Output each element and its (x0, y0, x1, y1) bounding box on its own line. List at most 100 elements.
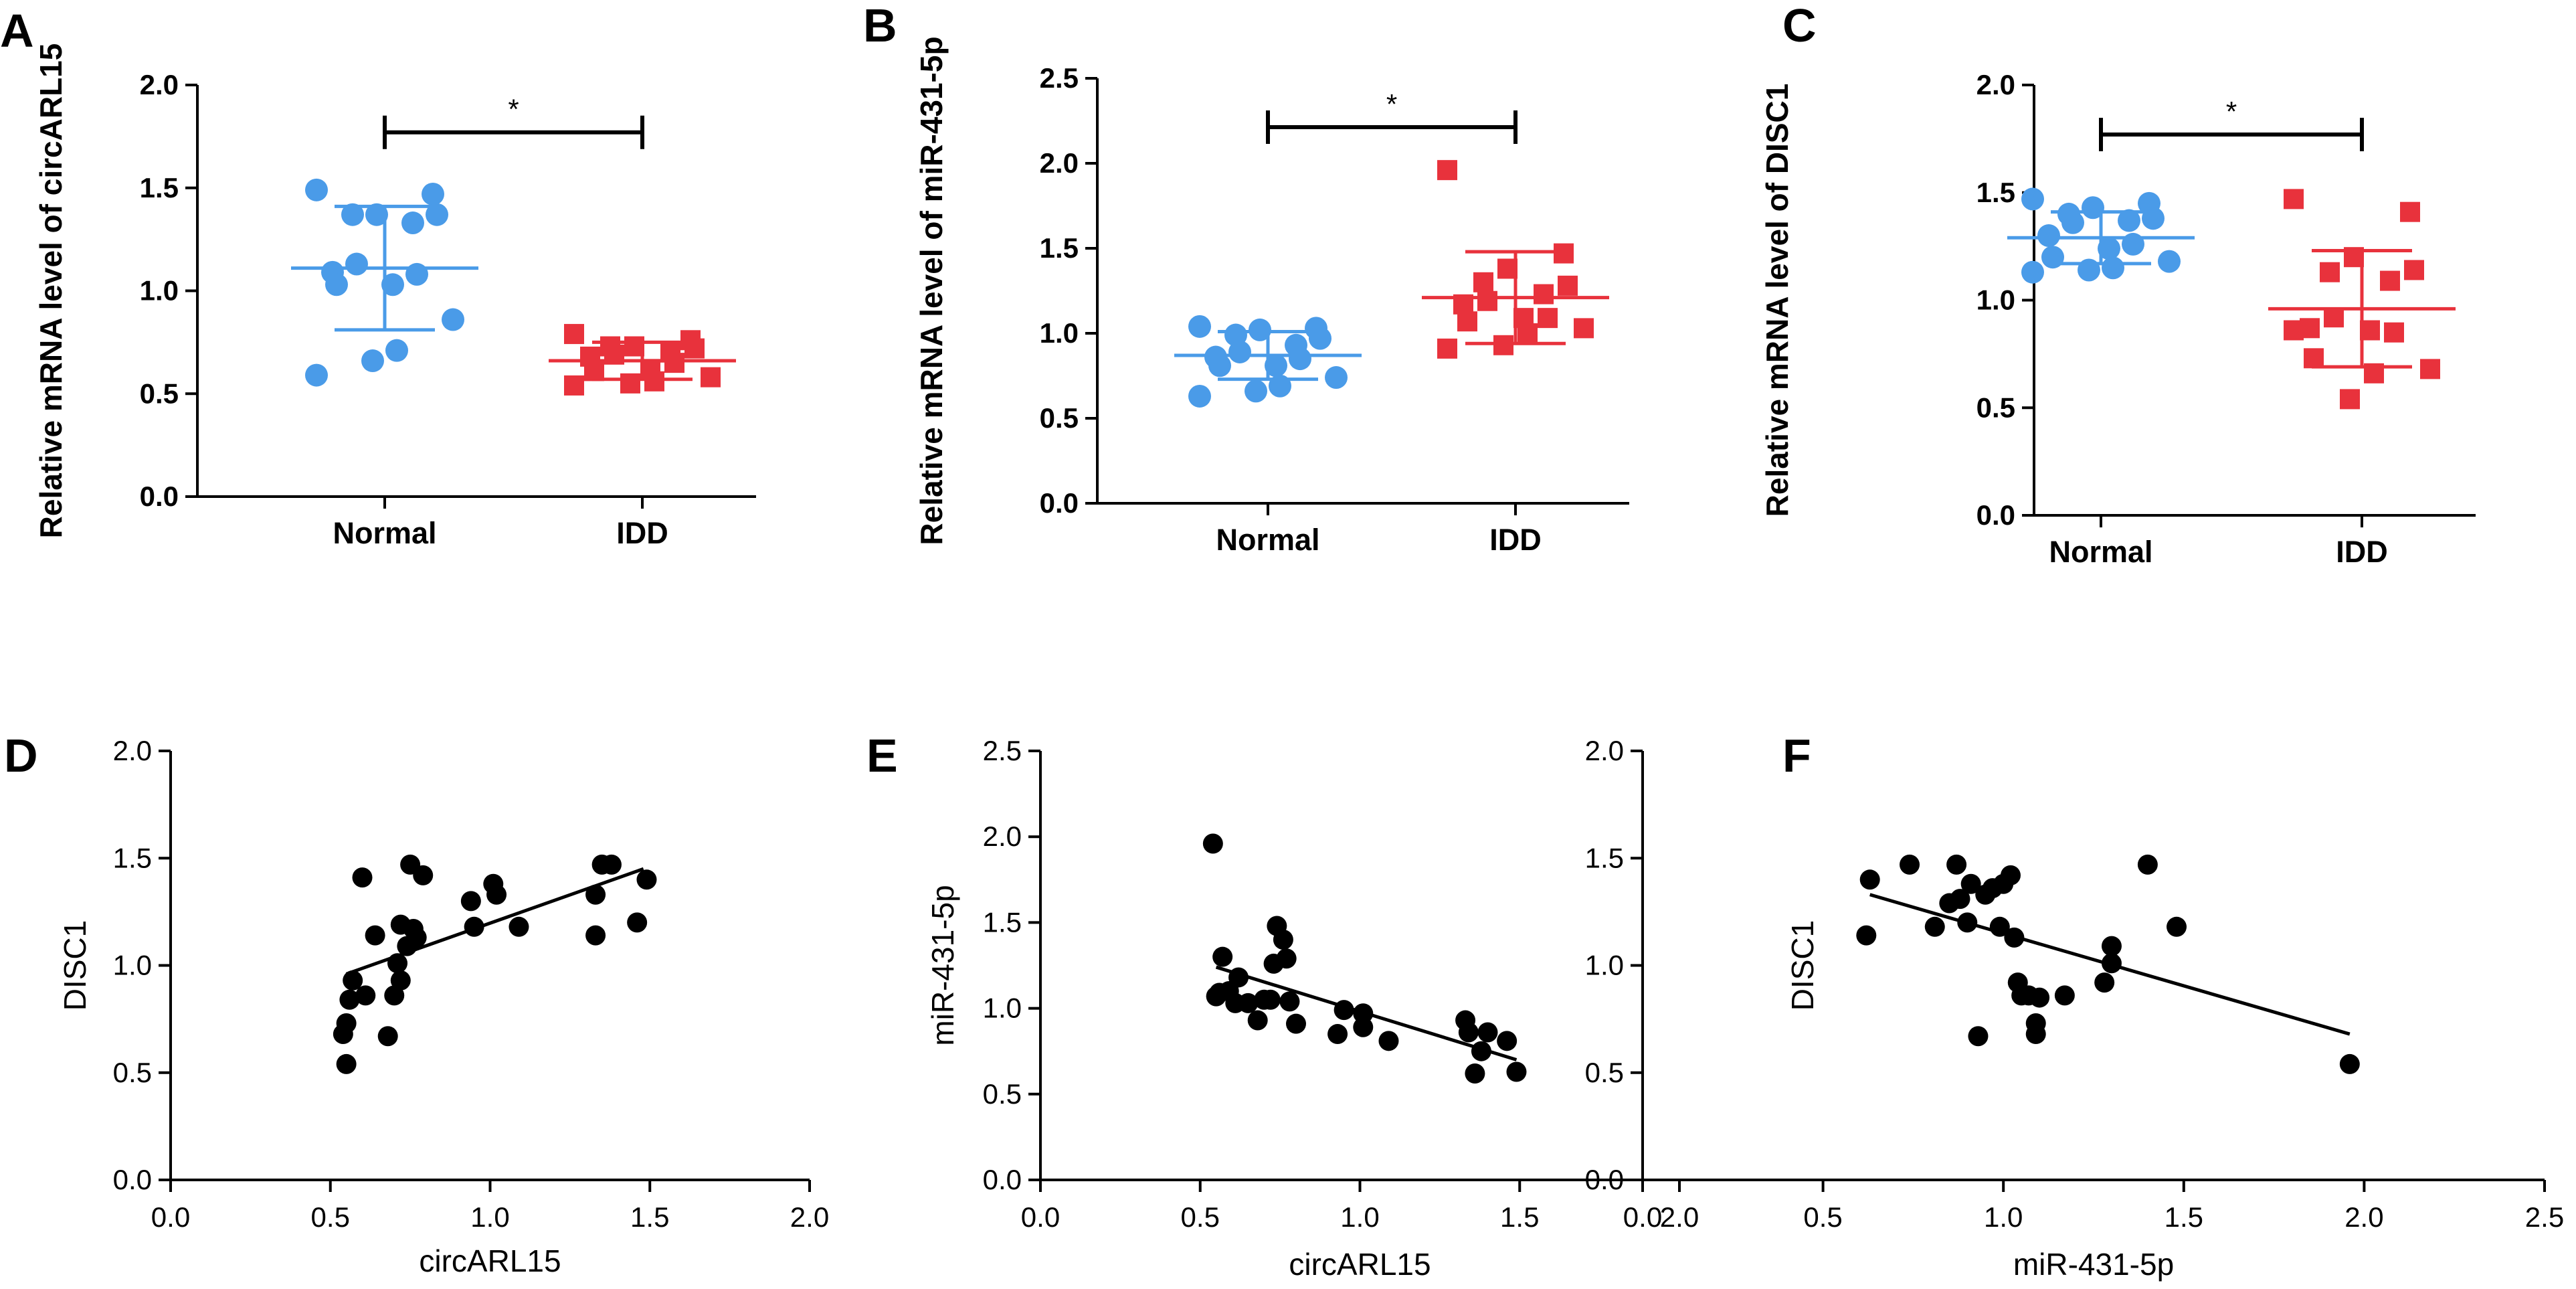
data-point (1224, 323, 1247, 347)
data-point (1289, 347, 1311, 371)
data-point (2339, 1053, 2360, 1074)
data-point (1238, 993, 1259, 1013)
data-point (1900, 854, 1920, 875)
x-tick-label: 0.0 (151, 1201, 190, 1233)
y-tick-label: 1.5 (140, 172, 179, 203)
data-point (1286, 1013, 1306, 1034)
data-point (2167, 916, 2187, 937)
data-point (345, 252, 368, 276)
data-point (1477, 290, 1497, 311)
y-tick-label: 1.0 (140, 275, 179, 307)
series-idd (2268, 189, 2456, 410)
data-point (1493, 335, 1513, 355)
x-category-label: Normal (2049, 535, 2152, 569)
data-point (387, 953, 408, 974)
x-tick-label: 0.0 (1623, 1201, 1662, 1233)
data-point (1212, 946, 1233, 967)
data-point (339, 989, 360, 1010)
panel-letter: B (863, 0, 897, 52)
panel-letter: A (0, 5, 34, 57)
y-tick-label: 2.5 (1040, 62, 1079, 94)
data-point (325, 273, 348, 296)
panel-letter: C (1782, 0, 1817, 52)
y-tick-label: 0.5 (1976, 392, 2015, 423)
y-tick-label: 2.0 (1976, 69, 2015, 100)
data-point (1202, 833, 1223, 854)
data-point (1188, 315, 1211, 338)
y-tick-label: 0.0 (1976, 499, 2015, 531)
data-point (1471, 1041, 1491, 1061)
data-point (585, 925, 606, 946)
y-tick-label: 1.5 (1040, 232, 1079, 264)
x-tick-label: 0.5 (311, 1201, 350, 1233)
y-tick-label: 0.5 (1040, 402, 1079, 434)
data-point (1260, 989, 1281, 1010)
data-point (2102, 256, 2124, 280)
y-tick-label: 2.0 (140, 69, 179, 100)
data-point (1276, 948, 1297, 969)
data-point (405, 262, 428, 286)
significance-star: * (2226, 96, 2237, 127)
data-point (336, 1053, 357, 1074)
x-tick-label: 1.0 (470, 1201, 509, 1233)
data-point (365, 925, 385, 946)
data-point (564, 324, 584, 345)
data-point (341, 203, 364, 226)
data-point (1378, 1031, 1399, 1051)
data-point (2000, 865, 2021, 885)
data-point (2400, 201, 2420, 222)
y-tick-label: 0.5 (113, 1057, 152, 1088)
data-point (343, 970, 363, 991)
data-point (1325, 366, 1348, 390)
data-point (585, 884, 606, 905)
x-axis-label: circARL15 (1289, 1247, 1431, 1282)
data-point (422, 182, 444, 205)
x-tick-label: 1.0 (1984, 1201, 2023, 1233)
data-point (305, 363, 328, 387)
y-tick-label: 1.0 (1976, 284, 2015, 316)
panel-e: E 0.0 0.5 1.0 1.5 2.0 2.5 miR-431-5p 0.0 0.5 1.0 1.… (866, 729, 1699, 1282)
data-point (352, 867, 373, 888)
data-point (1989, 916, 2010, 937)
data-point (1465, 1063, 1485, 1084)
y-tick-label: 2.5 (983, 735, 1022, 766)
data-point (509, 916, 529, 937)
x-tick-label: 2.0 (2344, 1201, 2383, 1233)
data-point (1353, 1003, 1374, 1024)
data-point (701, 367, 721, 388)
data-point (1856, 925, 1877, 946)
data-point (1333, 1000, 1354, 1021)
data-point (2340, 389, 2360, 410)
data-point (1327, 1024, 1348, 1045)
data-point (2004, 927, 2025, 948)
data-point (381, 273, 404, 296)
y-tick-label: 2.0 (983, 821, 1022, 852)
y-axis-label: Relative mRNA level of miR-431-5p (914, 36, 949, 545)
y-tick-label: 0.5 (1585, 1057, 1624, 1088)
data-point (620, 373, 640, 394)
points (1202, 833, 1527, 1084)
y-tick-label: 0.0 (113, 1164, 152, 1195)
data-point (1950, 889, 1970, 910)
data-point (1957, 912, 1978, 933)
series-idd (1422, 160, 1609, 359)
data-point (486, 884, 507, 905)
y-tick-label: 0.5 (983, 1078, 1022, 1110)
y-tick-label: 0.0 (140, 481, 179, 512)
data-point (2284, 189, 2304, 209)
data-point (385, 339, 408, 362)
data-point (1457, 311, 1477, 332)
data-point (1924, 916, 1945, 937)
data-point (1265, 354, 1287, 377)
x-tick-label: 1.5 (1500, 1201, 1539, 1233)
data-point (377, 1026, 398, 1047)
data-point (1228, 967, 1249, 988)
y-axis-label: DISC1 (1785, 920, 1820, 1011)
y-tick-label: 1.5 (983, 906, 1022, 938)
data-point (1249, 318, 1271, 341)
y-tick-label: 1.5 (1585, 842, 1624, 873)
data-point (1279, 991, 1300, 1012)
x-axis-label: circARL15 (419, 1243, 561, 1278)
x-tick-label: 2.0 (790, 1201, 829, 1233)
panel-letter: D (4, 729, 38, 782)
